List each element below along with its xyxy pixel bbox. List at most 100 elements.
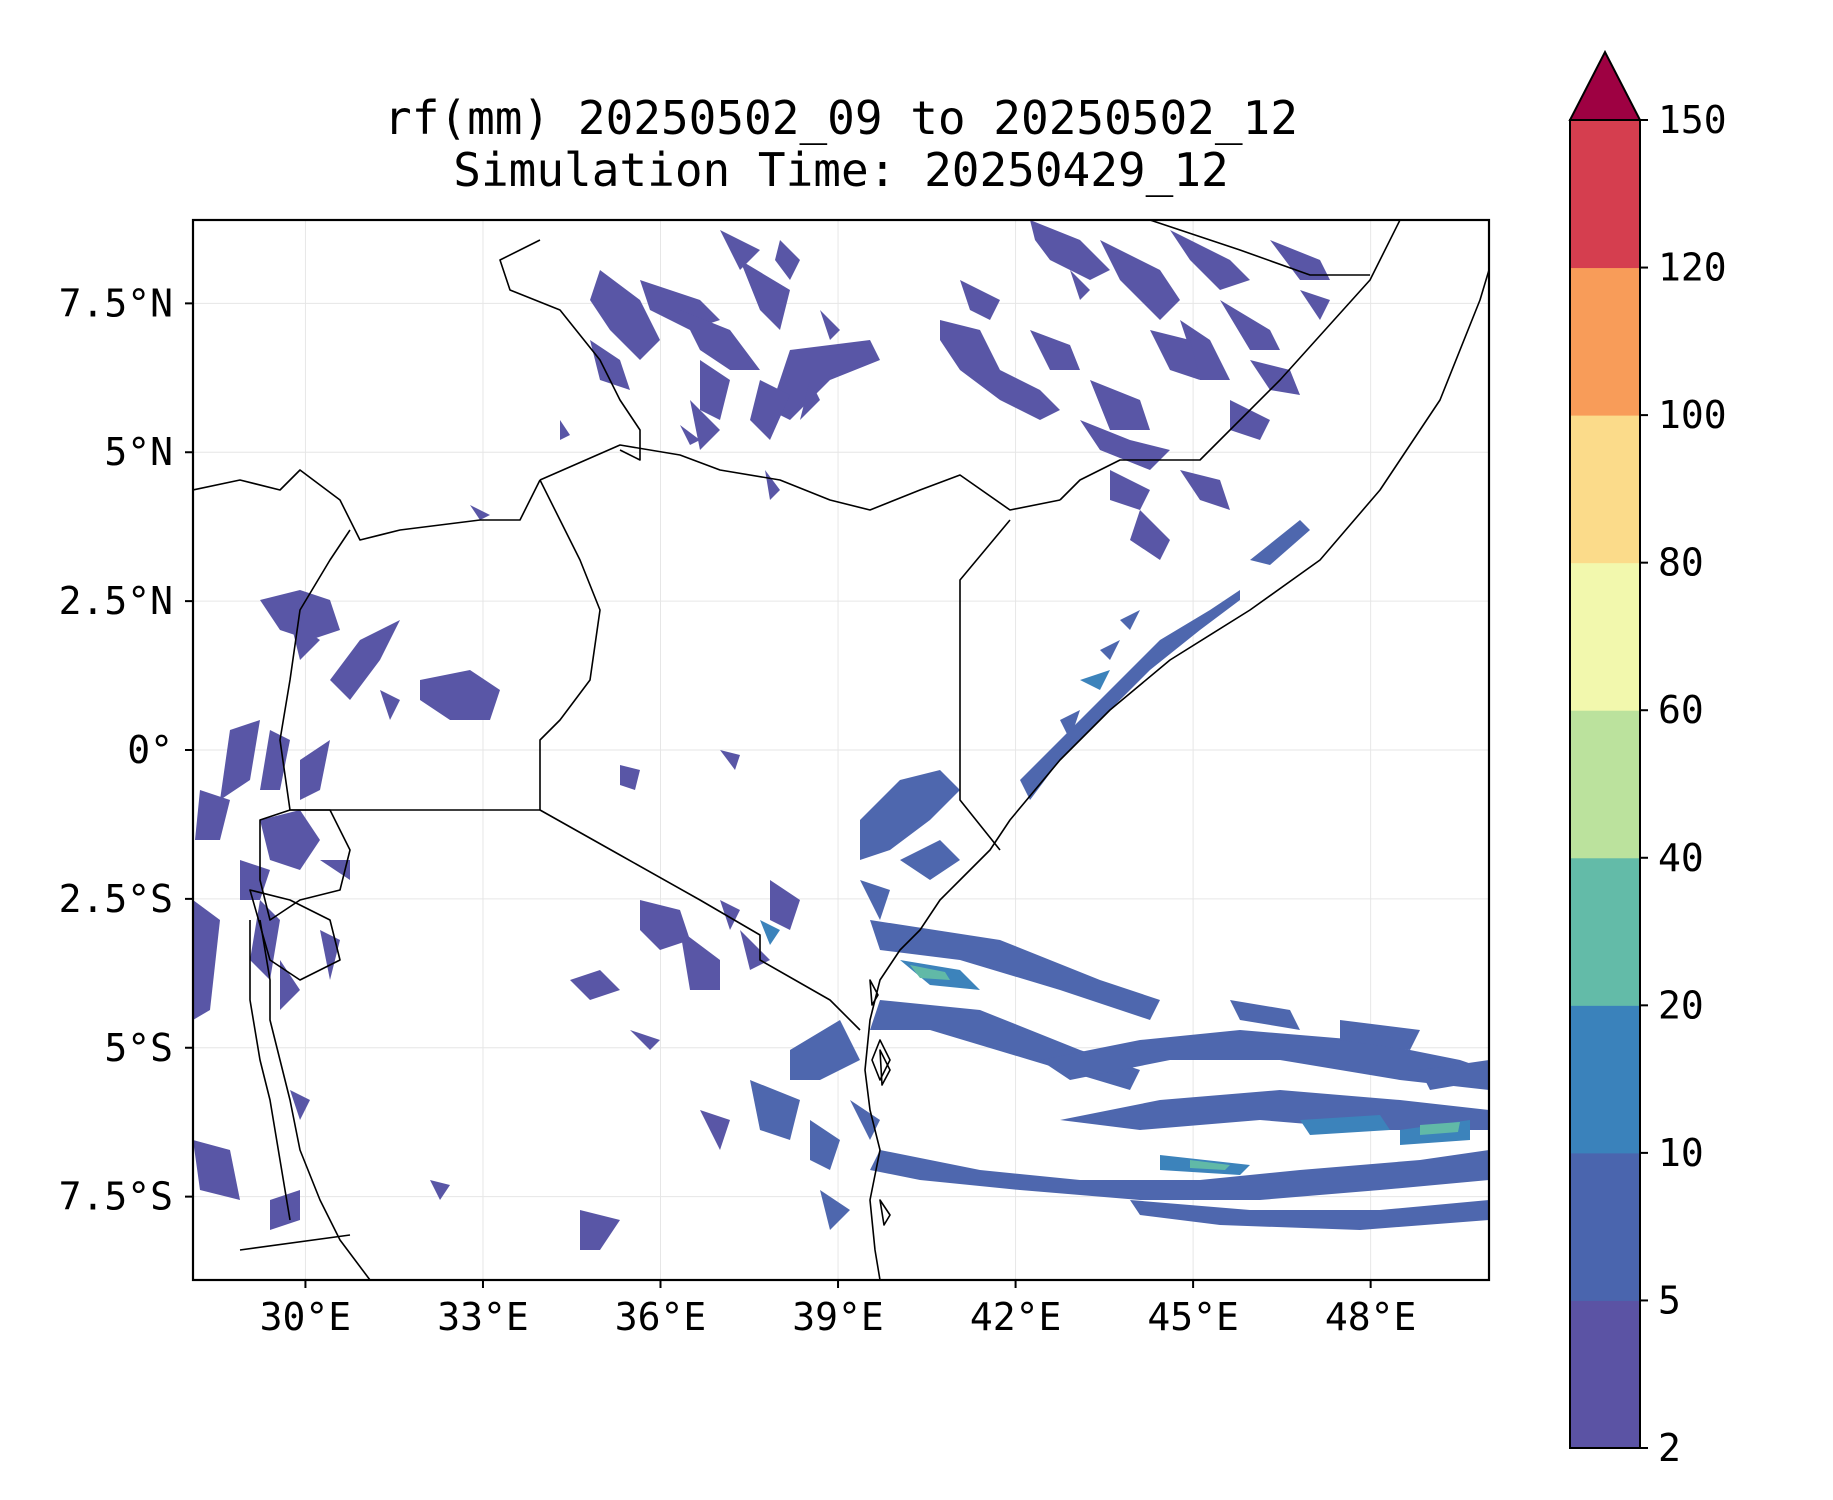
y-tick-label: 0° [127,728,173,772]
rain-patch [1030,220,1110,280]
rain-patch [700,360,730,420]
border-south-sudan-ethiopia [499,239,641,461]
border-kenya-somalia [959,519,1011,851]
colorbar-tick-label: 20 [1658,983,1704,1027]
rain-patch [860,880,890,920]
rain-patch [1130,1200,1489,1230]
rain-patch [750,380,790,440]
x-tick-label: 30°E [260,1295,352,1339]
y-tick-label: 2.5°S [59,877,173,921]
rain-patch [820,1190,850,1230]
map-title: rf(mm) 20250502_09 to 20250502_12 Simula… [193,92,1489,196]
rain-patch [1100,240,1180,320]
colorbar-segment [1570,1300,1640,1449]
rain-patch [260,730,290,790]
rain-patch [720,900,740,930]
mafia [879,1199,891,1226]
rain-patch [620,765,640,790]
colorbar: 2 5 10 20 40 60 80 100 120 150 [1568,49,1727,1470]
rain-patch [260,810,320,870]
colorbar-segment [1570,710,1640,859]
rain-patch [1080,420,1170,470]
rain-patch [420,670,500,720]
rain-patch [640,280,720,330]
rain-patch [680,930,720,990]
border-drc-west [249,920,291,1221]
colorbar-tick-label: 40 [1658,836,1704,880]
lake-tana [871,1039,891,1081]
rain-core-heavy [910,965,950,980]
colorbar-tick-label: 5 [1658,1278,1681,1322]
rain-patch [195,790,230,840]
border-tanganyika [259,919,371,1280]
rain-patch [570,970,620,1000]
y-tick-label: 5°S [104,1026,173,1070]
rain-patch [770,880,800,930]
rain-patch [1250,360,1300,395]
y-tick-label: 7.5°S [59,1175,173,1219]
colorbar-tick-label: 60 [1658,688,1704,732]
rain-patch [630,1030,660,1050]
border-kenya-tanzania [539,809,861,1031]
rain-patch [1070,270,1090,300]
border-uganda-kenya [539,479,601,810]
x-tick-label: 33°E [437,1295,529,1339]
rain-patch [220,720,260,800]
rain-patch [270,1190,300,1230]
rain-patch [680,425,700,445]
rain-patch [1250,520,1310,565]
rain-patch [770,340,880,420]
x-tick-label: 42°E [970,1295,1062,1339]
rain-patch [720,750,740,770]
rain-patch [590,340,630,390]
border-ethiopia-somaliland [1149,220,1370,276]
rain-patch [870,920,1160,1020]
rain-patch [720,230,760,270]
pemba [869,979,879,1006]
rain-patch [680,310,760,370]
rain-patch [750,1080,800,1140]
rain-patch [1220,300,1280,350]
x-tick-label: 39°E [792,1295,884,1339]
colorbar-segment [1570,1152,1640,1301]
colorbar-tick-label: 80 [1658,541,1704,585]
border-south-sudan [193,469,541,541]
rain-patch [800,380,820,420]
rain-patch [280,960,300,1010]
rain-patch [1300,290,1330,320]
rain-patch [870,1150,1489,1200]
colorbar-segment [1570,267,1640,416]
rain-patch [1180,470,1230,510]
colorbar-extend-arrow [1568,49,1642,121]
rain-patch [330,620,400,700]
rain-patch [430,1180,450,1200]
rain-patch [320,860,350,880]
colorbar-tick-label: 100 [1658,393,1727,437]
zanzibar [879,1049,891,1086]
rain-patch [290,1090,310,1120]
x-tick-label: 36°E [615,1295,707,1339]
title-line-2: Simulation Time: 20250429_12 [453,143,1229,197]
rain-patch [740,930,770,970]
rain-patch [1230,400,1270,440]
rain-patch [380,690,400,720]
rain-patch [1100,640,1120,660]
title-line-1: rf(mm) 20250502_09 to 20250502_12 [384,91,1298,145]
rain-core-heavy [1420,1122,1460,1135]
rain-patch [1170,230,1250,290]
border-somalia-ethiopia [1059,220,1401,501]
border-ethiopia-kenya [539,444,1061,511]
rain-patch [1060,710,1080,740]
rain-patch [690,400,720,450]
y-tick-label: 5°N [104,430,173,474]
rain-core-heavy [1190,1160,1230,1170]
colorbar-segment [1570,857,1640,1006]
rain-patch [940,320,1060,420]
rain-patch [1120,610,1140,630]
rain-patch [1270,240,1330,280]
colorbar-segment [1570,120,1640,269]
rain-patch [740,260,790,330]
x-tick-label: 48°E [1325,1295,1417,1339]
border-drc-tz [239,1234,351,1251]
